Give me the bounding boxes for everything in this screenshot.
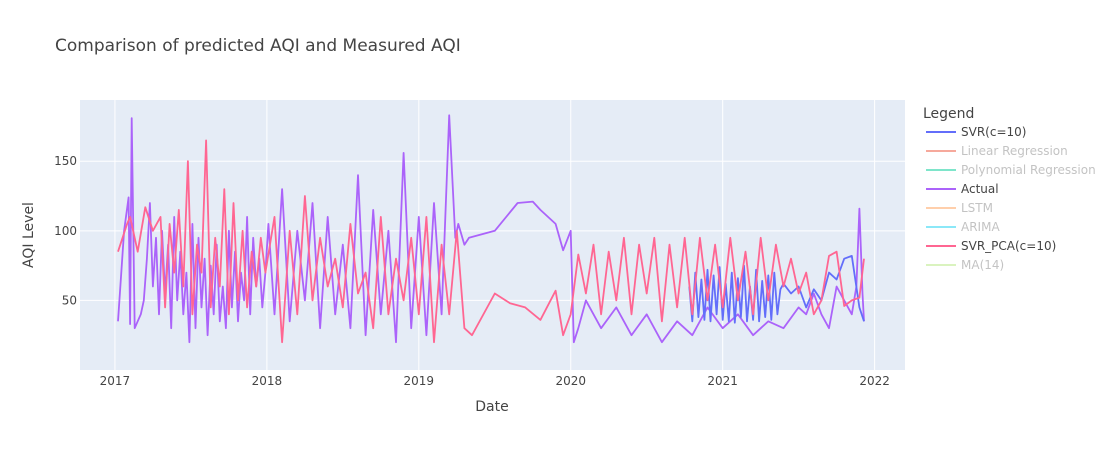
y-axis-title: AQI Level xyxy=(21,202,37,268)
legend-item-arima[interactable]: ARIMA xyxy=(926,220,1000,234)
legend-label: LSTM xyxy=(961,201,993,215)
plot-area[interactable] xyxy=(117,114,865,344)
axis-ticks: 2017 2018 2019 2020 2021 2022 50 100 150 xyxy=(54,154,890,388)
legend-item-svr-pca-c-10[interactable]: SVR_PCA(c=10) xyxy=(926,239,1056,253)
legend-label: ARIMA xyxy=(961,220,1000,234)
x-tick-label: 2022 xyxy=(859,374,890,388)
legend-label: MA(14) xyxy=(961,258,1004,272)
legend-label: SVR(c=10) xyxy=(961,125,1026,139)
y-tick-label: 50 xyxy=(62,293,77,307)
legend-item-actual[interactable]: Actual xyxy=(926,182,999,196)
series-line-svr-c-10 xyxy=(688,255,865,324)
legend: Legend SVR(c=10) Linear Regression Polynom… xyxy=(923,106,1096,272)
plot-background xyxy=(80,100,905,370)
x-tick-label: 2018 xyxy=(252,374,283,388)
legend-label: Actual xyxy=(961,182,999,196)
x-tick-label: 2019 xyxy=(404,374,435,388)
legend-item-ma-14[interactable]: MA(14) xyxy=(926,258,1004,272)
x-tick-label: 2021 xyxy=(707,374,738,388)
legend-item-linear-regression[interactable]: Linear Regression xyxy=(926,144,1068,158)
grid xyxy=(80,100,905,370)
series-line-svr-pca-c-10 xyxy=(117,139,865,344)
legend-label: SVR_PCA(c=10) xyxy=(961,239,1056,253)
x-tick-label: 2017 xyxy=(100,374,131,388)
chart-title: Comparison of predicted AQI and Measured… xyxy=(55,36,461,56)
legend-item-svr-c-10[interactable]: SVR(c=10) xyxy=(926,125,1026,139)
x-axis-title: Date xyxy=(475,399,508,415)
legend-item-polynomial-regression[interactable]: Polynomial Regression xyxy=(926,163,1096,177)
legend-label: Linear Regression xyxy=(961,144,1068,158)
legend-label: Polynomial Regression xyxy=(961,163,1096,177)
x-tick-label: 2020 xyxy=(555,374,586,388)
legend-title: Legend xyxy=(923,106,974,122)
legend-item-lstm[interactable]: LSTM xyxy=(926,201,993,215)
y-tick-label: 100 xyxy=(54,224,77,238)
y-tick-label: 150 xyxy=(54,154,77,168)
series-line-actual xyxy=(117,114,865,344)
